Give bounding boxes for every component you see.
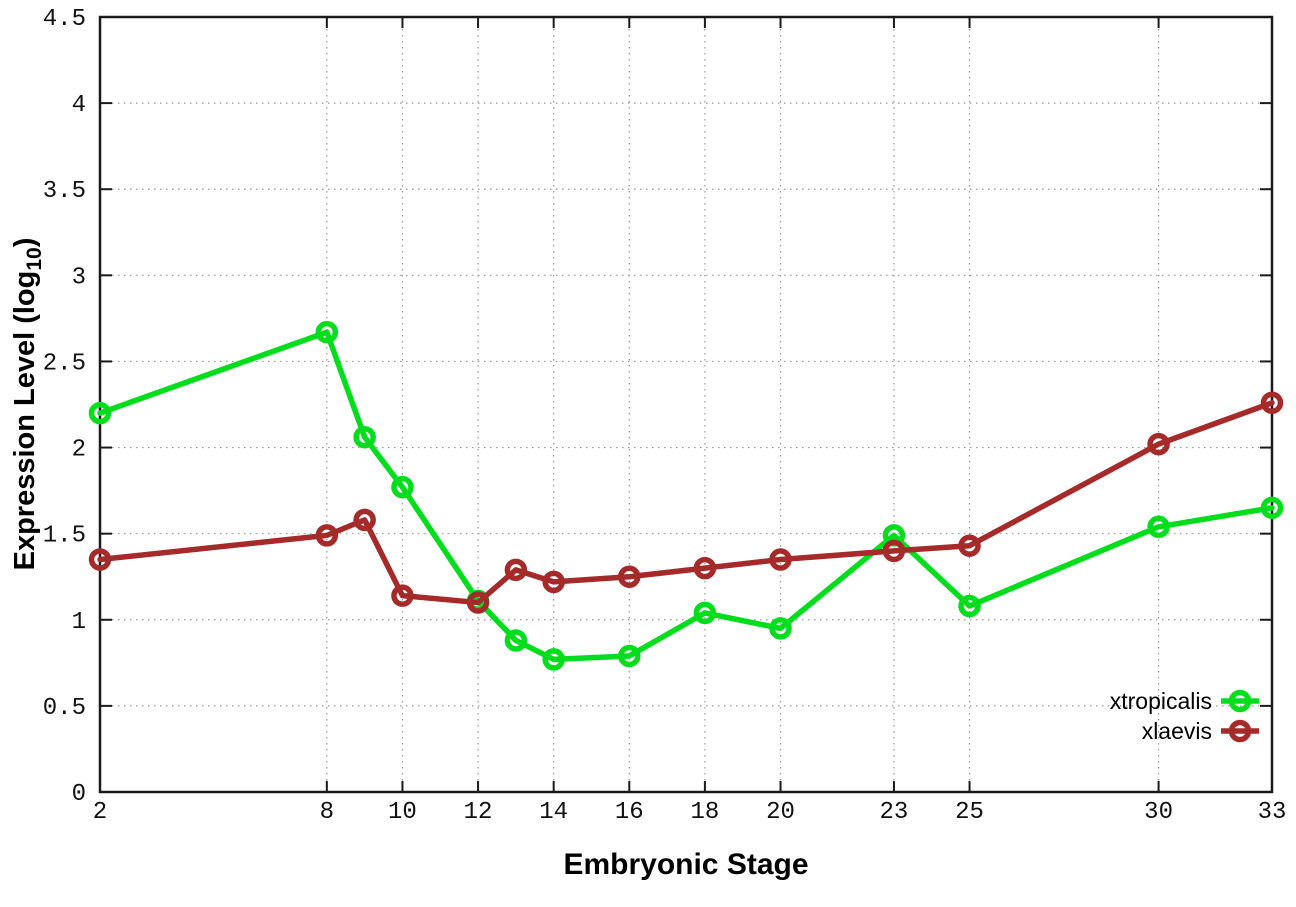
legend: xtropicalis xlaevis — [1110, 688, 1259, 744]
data-point-xtropicalis-14 — [542, 648, 565, 671]
data-point-xtropicalis-2 — [88, 401, 112, 425]
y-tick-label-4.5: 4.5 — [43, 6, 86, 33]
data-point-xlaevis-18 — [693, 556, 717, 580]
y-tick-label-3: 3 — [72, 264, 86, 291]
x-tick-label-16: 16 — [615, 799, 644, 826]
data-point-xlaevis-10 — [391, 584, 414, 607]
data-point-xtropicalis-33 — [1260, 496, 1284, 520]
legend-markers — [1221, 689, 1259, 743]
data-point-xlaevis-30 — [1147, 432, 1170, 456]
y-tick-label-1.5: 1.5 — [43, 523, 86, 550]
x-tick-label-14: 14 — [539, 799, 568, 826]
legend-label-xlaevis: xlaevis — [1142, 718, 1212, 744]
data-point-xlaevis-12 — [466, 591, 490, 614]
y-tick-label-3.5: 3.5 — [43, 178, 86, 205]
series-line-xtropicalis — [97, 329, 1275, 663]
axis-ticks — [99, 16, 1273, 793]
legend-marker-xtropicalis — [1228, 689, 1252, 713]
y-axis-title: Expression Level (log10) — [9, 238, 46, 571]
x-tick-label-30: 30 — [1144, 799, 1173, 826]
x-tick-label-8: 8 — [320, 799, 334, 826]
data-point-xtropicalis-9 — [353, 425, 376, 449]
tick-labels: 2 8 10 12 14 16 18 20 23 25 30 33 0 0.5 1 1.5 2 2.5 3 3.5 4 4… — [43, 6, 1287, 826]
x-tick-label-25: 25 — [955, 799, 984, 826]
y-axis-title-main: Expression Level (log — [9, 271, 41, 571]
y-tick-label-1: 1 — [72, 609, 86, 636]
x-axis-title: Embryonic Stage — [563, 848, 808, 881]
y-axis-title-subscript: 10 — [23, 247, 46, 270]
data-point-xlaevis-20 — [769, 548, 792, 571]
series-layer — [88, 320, 1284, 671]
data-point-xlaevis-25 — [958, 534, 981, 557]
gridlines — [100, 17, 1272, 792]
x-tick-label-33: 33 — [1258, 799, 1287, 826]
data-point-xlaevis-14 — [542, 570, 565, 594]
data-point-xlaevis-8 — [315, 524, 339, 547]
x-tick-label-18: 18 — [690, 799, 719, 826]
data-point-xtropicalis-10 — [391, 475, 414, 499]
y-tick-label-2: 2 — [72, 437, 86, 464]
y-tick-label-4: 4 — [72, 92, 86, 119]
data-point-xlaevis-23 — [882, 539, 906, 563]
data-point-xtropicalis-25 — [958, 594, 981, 618]
data-point-xlaevis-2 — [88, 548, 112, 571]
plot-border — [98, 15, 1274, 794]
x-tick-label-20: 20 — [766, 799, 795, 826]
x-tick-label-12: 12 — [464, 799, 493, 826]
data-point-xtropicalis-18 — [693, 601, 717, 625]
data-point-xlaevis-9 — [353, 508, 376, 532]
y-tick-label-2.5: 2.5 — [43, 350, 86, 377]
data-point-xtropicalis-30 — [1147, 515, 1170, 539]
x-tick-label-23: 23 — [880, 799, 909, 826]
y-tick-label-0.5: 0.5 — [43, 695, 86, 722]
data-point-xlaevis-33 — [1260, 391, 1284, 415]
data-point-xtropicalis-16 — [618, 644, 641, 668]
series-line-xlaevis — [97, 400, 1275, 606]
data-point-xtropicalis-13 — [504, 629, 528, 652]
data-point-xlaevis-13 — [504, 558, 528, 582]
data-point-xtropicalis-8 — [315, 320, 339, 344]
legend-label-xtropicalis: xtropicalis — [1110, 688, 1212, 714]
x-tick-label-2: 2 — [93, 799, 107, 826]
data-point-xtropicalis-20 — [769, 617, 792, 640]
legend-marker-xlaevis — [1228, 719, 1252, 743]
data-point-xlaevis-16 — [618, 565, 641, 588]
x-tick-label-10: 10 — [388, 799, 417, 826]
y-axis-title-close: ) — [9, 238, 41, 248]
y-tick-label-0: 0 — [72, 781, 86, 808]
